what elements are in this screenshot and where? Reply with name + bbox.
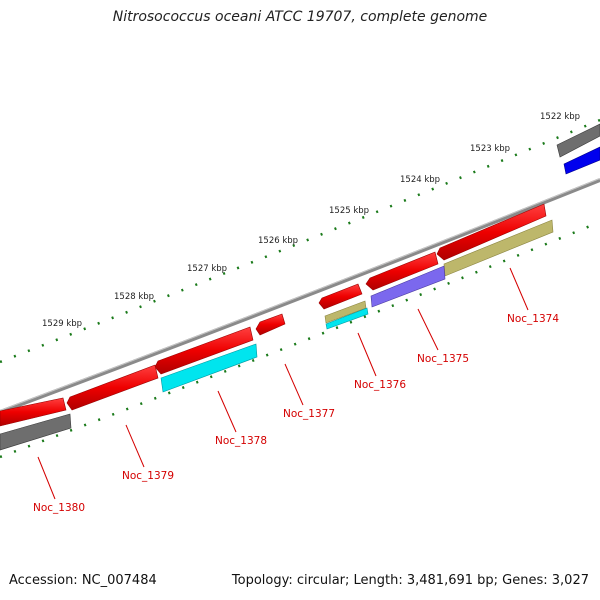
cds-upper-lane (0, 123, 600, 427)
gene-label: Noc_1374 (507, 313, 559, 325)
ruler-label: 1525 kbp (329, 206, 369, 216)
gene-arrow (255, 313, 286, 336)
ruler-label: 1526 kbp (258, 236, 298, 246)
leader-line (357, 332, 377, 377)
gene-label: Noc_1380 (33, 502, 85, 514)
gene-band (370, 265, 446, 308)
leader-line (509, 267, 529, 311)
label-leaders (37, 267, 529, 500)
gene-label: Noc_1378 (215, 435, 267, 447)
gene-band (0, 413, 72, 451)
gene-label: Noc_1375 (417, 353, 469, 365)
gene-arrow (556, 123, 600, 158)
genome-backbone (0, 178, 600, 414)
gene-arrow (0, 397, 67, 427)
figure-title: Nitrosococcus oceani ATCC 19707, complet… (112, 9, 488, 25)
gene-band (324, 300, 367, 324)
leader-line (417, 308, 439, 351)
accession-text: Accession: NC_007484 (9, 573, 157, 588)
gene-arrow (436, 203, 547, 261)
ruler-label: 1522 kbp (540, 112, 580, 122)
gene-label: Noc_1379 (122, 470, 174, 482)
gene-label: Noc_1376 (354, 379, 406, 391)
ruler-label: 1529 kbp (42, 319, 82, 329)
leader-line (284, 363, 304, 406)
outer-tick-ring (0, 118, 600, 364)
cds-lower-lane (0, 146, 600, 451)
genome-summary-text: Topology: circular; Length: 3,481,691 bp… (231, 573, 589, 588)
gene-arrow (66, 364, 159, 411)
leader-line (37, 456, 56, 500)
gene-band (325, 307, 369, 330)
leader-line (125, 424, 145, 468)
leader-line (217, 390, 237, 433)
gene-band (160, 343, 258, 393)
gene-band (563, 146, 600, 175)
ruler-label: 1528 kbp (114, 292, 154, 302)
ruler-label: 1523 kbp (470, 144, 510, 154)
gene-label: Noc_1377 (283, 408, 335, 420)
gene-arrow (365, 251, 439, 291)
gene-arrow (318, 283, 363, 310)
ruler-label: 1527 kbp (187, 264, 227, 274)
inner-tick-ring (0, 220, 600, 459)
ruler-label: 1524 kbp (400, 175, 440, 185)
